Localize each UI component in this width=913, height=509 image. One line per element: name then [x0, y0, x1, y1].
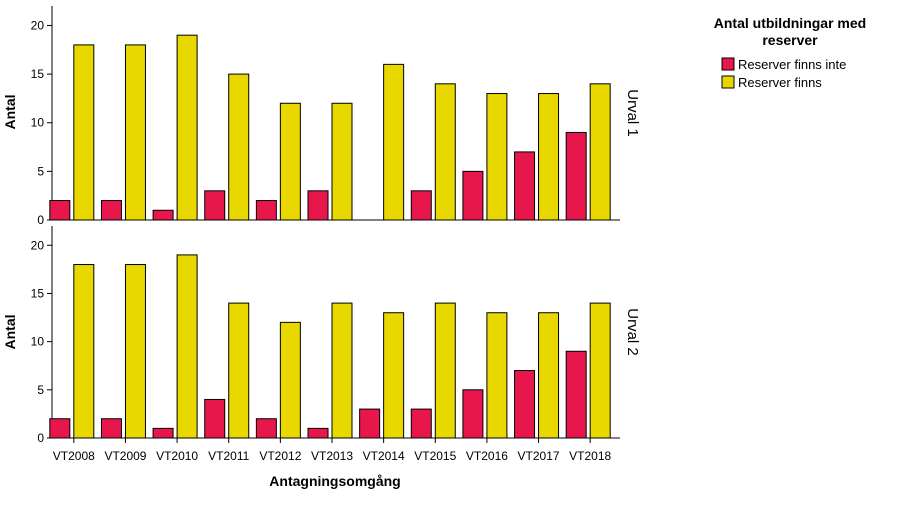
bar-reserver-finns [176, 34, 198, 221]
bar-reserver-finns-inte [152, 427, 174, 439]
x-tick-label: VT2010 [156, 449, 198, 463]
y-tick-label: 20 [31, 238, 45, 252]
x-tick-label: VT2017 [518, 449, 560, 463]
y-tick-label: 0 [37, 213, 44, 227]
bar-reserver-finns-inte [565, 131, 587, 221]
bar-reserver-finns [73, 44, 95, 221]
x-tick-label: VT2012 [259, 449, 301, 463]
bar-reserver-finns-inte [462, 170, 484, 221]
chart-panels: 0 5 10 15 20 Urval 1 0 5 10 15 20 VT2008 VT2009 VT201… [31, 6, 641, 463]
bar-reserver-finns [538, 93, 560, 221]
x-tick-label: VT2009 [104, 449, 146, 463]
legend-swatch [721, 57, 735, 71]
bar-reserver-finns [486, 312, 508, 439]
bar-reserver-finns-inte [100, 200, 122, 221]
bar-reserver-finns-inte [49, 200, 71, 221]
bar-reserver-finns-inte [410, 190, 432, 221]
legend-label: Reserver finns [738, 75, 822, 90]
bar-reserver-finns [124, 264, 146, 439]
y-axis-title-top: Antal [2, 95, 18, 130]
bar-reserver-finns [538, 312, 560, 439]
x-tick-label: VT2011 [208, 449, 249, 463]
bar-reserver-finns-inte [100, 418, 122, 439]
bar-reserver-finns-inte [152, 209, 174, 221]
bar-reserver-finns [383, 63, 405, 221]
y-tick-label: 15 [31, 67, 45, 81]
bar-reserver-finns-inte [565, 350, 587, 439]
legend-swatch [721, 75, 735, 89]
bar-reserver-finns-inte [410, 408, 432, 439]
bar-reserver-finns-inte [514, 151, 536, 221]
y-axis-title-bottom: Antal [2, 315, 18, 350]
chart-panel-1: 0 5 10 15 20 Urval 1 [31, 6, 641, 227]
bar-reserver-finns [434, 302, 456, 439]
bar-reserver-finns-inte [255, 200, 277, 221]
legend-title: Antal utbildningar med [714, 15, 866, 31]
bar-reserver-finns [228, 302, 250, 439]
bar-reserver-finns [279, 321, 301, 439]
bar-reserver-finns-inte [204, 190, 226, 221]
panel-label: Urval 1 [624, 89, 641, 137]
bar-reserver-finns [124, 44, 146, 221]
bar-reserver-finns [434, 83, 456, 221]
legend: Reserver finns inte Reserver finns [721, 57, 846, 90]
x-tick-label: VT2016 [466, 449, 508, 463]
chart-panel-2: 0 5 10 15 20 VT2008 VT2009 VT2010 VT2011 VT2012 VT… [31, 226, 641, 463]
x-tick-label: VT2015 [414, 449, 456, 463]
bar-reserver-finns [228, 73, 250, 221]
legend-label: Reserver finns inte [738, 57, 846, 72]
x-tick-label: VT2013 [311, 449, 353, 463]
y-tick-label: 20 [31, 18, 45, 32]
bar-reserver-finns-inte [462, 389, 484, 439]
bar-reserver-finns [331, 102, 353, 221]
bar-reserver-finns-inte [307, 427, 329, 439]
bar-reserver-finns-inte [359, 408, 381, 439]
x-tick-label: VT2008 [53, 449, 95, 463]
bar-reserver-finns [331, 302, 353, 439]
bar-reserver-finns-inte [204, 398, 226, 439]
bar-reserver-finns [589, 302, 611, 439]
bar-reserver-finns [176, 254, 198, 439]
bar-reserver-finns-inte [307, 190, 329, 221]
bar-reserver-finns [279, 102, 301, 221]
x-axis-title: Antagningsomgång [269, 473, 400, 489]
legend-title-line-2: reserver [762, 32, 818, 48]
y-tick-label: 10 [31, 335, 45, 349]
x-tick-label: VT2014 [363, 449, 405, 463]
bar-reserver-finns [589, 83, 611, 221]
y-tick-label: 5 [37, 383, 44, 397]
bar-reserver-finns-inte [49, 418, 71, 439]
x-tick-label: VT2018 [569, 449, 611, 463]
bar-reserver-finns-inte [514, 370, 536, 439]
y-tick-label: 0 [37, 431, 44, 445]
bar-reserver-finns-inte [255, 418, 277, 439]
bar-reserver-finns [383, 312, 405, 439]
panel-label: Urval 2 [624, 308, 641, 356]
y-tick-label: 15 [31, 286, 45, 300]
y-tick-label: 10 [31, 116, 45, 130]
bar-reserver-finns [486, 93, 508, 221]
y-tick-label: 5 [37, 164, 44, 178]
bar-reserver-finns [73, 264, 95, 439]
